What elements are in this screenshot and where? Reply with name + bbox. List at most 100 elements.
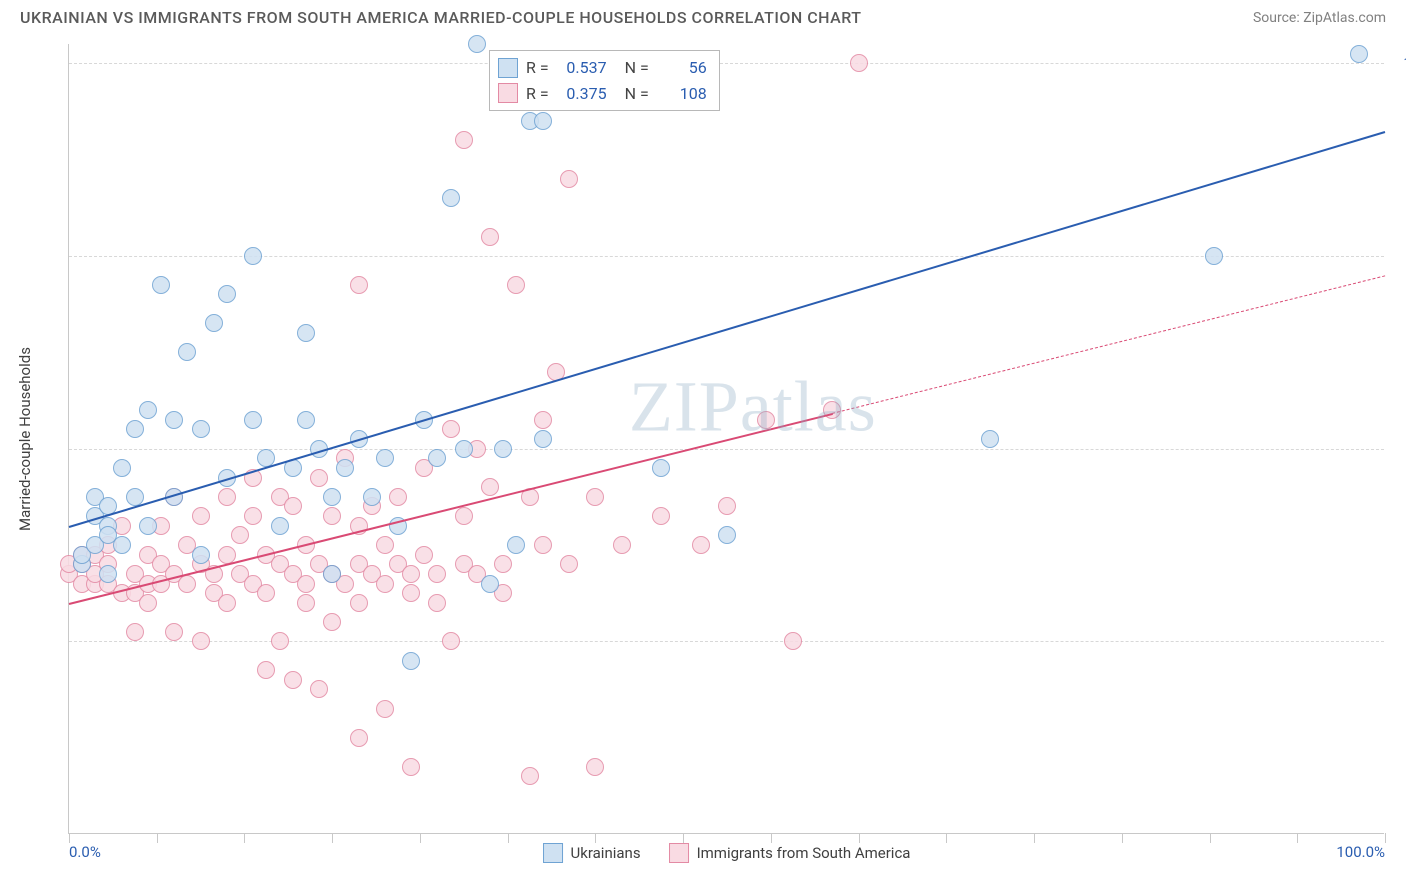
y-tick-label: 60.0% (1392, 440, 1406, 458)
legend-row: R =0.375N =108 (498, 81, 707, 107)
data-point (271, 517, 289, 535)
x-tick (1297, 833, 1298, 843)
data-point (323, 507, 341, 525)
data-point (336, 459, 354, 477)
data-point (692, 536, 710, 554)
x-tick (946, 833, 947, 843)
data-point (586, 758, 604, 776)
data-point (428, 565, 446, 583)
data-point (534, 411, 552, 429)
data-point (586, 488, 604, 506)
data-point (284, 497, 302, 515)
data-point (297, 575, 315, 593)
data-point (310, 469, 328, 487)
data-point (494, 555, 512, 573)
x-tick (420, 833, 421, 843)
data-point (350, 594, 368, 612)
gridline (69, 63, 1384, 64)
data-point (376, 575, 394, 593)
data-point (113, 459, 131, 477)
data-point (376, 536, 394, 554)
data-point (376, 449, 394, 467)
data-point (113, 536, 131, 554)
data-point (218, 285, 236, 303)
data-point (757, 411, 775, 429)
legend-swatch (543, 843, 563, 863)
data-point (126, 623, 144, 641)
x-tick (332, 833, 333, 843)
data-point (1350, 45, 1368, 63)
x-tick (1210, 833, 1211, 843)
x-tick (683, 833, 684, 843)
data-point (297, 594, 315, 612)
trend-line (69, 131, 1386, 528)
data-point (350, 276, 368, 294)
x-tick-label: 0.0% (69, 843, 101, 861)
data-point (297, 324, 315, 342)
data-point (323, 488, 341, 506)
data-point (350, 729, 368, 747)
r-value: 0.375 (557, 81, 607, 107)
n-label: N = (625, 55, 649, 81)
data-point (297, 411, 315, 429)
data-point (244, 247, 262, 265)
data-point (481, 478, 499, 496)
data-point (192, 507, 210, 525)
correlation-legend: R =0.537N =56R =0.375N =108 (489, 50, 720, 111)
data-point (139, 401, 157, 419)
data-point (218, 594, 236, 612)
y-tick-label: 100.0% (1392, 54, 1406, 72)
n-label: N = (625, 81, 649, 107)
data-point (521, 767, 539, 785)
legend-swatch (669, 843, 689, 863)
data-point (231, 526, 249, 544)
data-point (178, 575, 196, 593)
x-tick (1385, 833, 1386, 843)
data-point (784, 632, 802, 650)
data-point (323, 565, 341, 583)
data-point (257, 661, 275, 679)
data-point (192, 632, 210, 650)
data-point (613, 536, 631, 554)
data-point (494, 440, 512, 458)
data-point (402, 652, 420, 670)
data-point (139, 517, 157, 535)
legend-item: Immigrants from South America (669, 843, 911, 863)
data-point (850, 54, 868, 72)
y-tick-label: 40.0% (1392, 632, 1406, 650)
data-point (139, 594, 157, 612)
data-point (271, 632, 289, 650)
data-point (402, 565, 420, 583)
data-point (534, 430, 552, 448)
data-point (165, 623, 183, 641)
x-tick (1034, 833, 1035, 843)
data-point (428, 594, 446, 612)
legend-swatch (498, 83, 518, 103)
data-point (481, 575, 499, 593)
legend-row: R =0.537N =56 (498, 55, 707, 81)
data-point (534, 536, 552, 554)
data-point (310, 680, 328, 698)
data-point (442, 632, 460, 650)
data-point (284, 671, 302, 689)
x-tick-label: 100.0% (1336, 843, 1385, 861)
data-point (178, 343, 196, 361)
data-point (428, 449, 446, 467)
data-point (560, 555, 578, 573)
data-point (323, 613, 341, 631)
data-point (1205, 247, 1223, 265)
data-point (165, 411, 183, 429)
chart-title: UKRAINIAN VS IMMIGRANTS FROM SOUTH AMERI… (20, 8, 862, 27)
x-tick (1122, 833, 1123, 843)
legend-swatch (498, 58, 518, 78)
data-point (389, 488, 407, 506)
data-point (192, 420, 210, 438)
data-point (244, 411, 262, 429)
data-point (376, 700, 394, 718)
y-axis-title: Married-couple Households (16, 347, 34, 531)
chart-plot-area: 40.0%60.0%80.0%100.0%0.0%100.0% Married-… (68, 44, 1384, 834)
data-point (652, 507, 670, 525)
x-tick (771, 833, 772, 843)
data-point (205, 314, 223, 332)
data-point (442, 189, 460, 207)
